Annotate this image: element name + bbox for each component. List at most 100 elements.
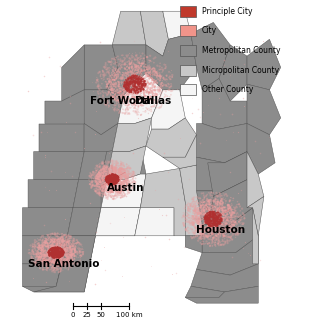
Point bbox=[52, 252, 57, 257]
Point bbox=[209, 210, 214, 215]
Point bbox=[236, 214, 241, 219]
Point bbox=[37, 245, 42, 250]
Point bbox=[88, 180, 93, 185]
Point bbox=[126, 78, 132, 84]
Point bbox=[218, 226, 223, 231]
Point bbox=[68, 262, 73, 267]
Point bbox=[60, 251, 66, 256]
Point bbox=[133, 76, 139, 82]
Point bbox=[59, 263, 64, 268]
Point bbox=[223, 213, 228, 219]
Point bbox=[129, 83, 134, 88]
Point bbox=[202, 226, 207, 231]
Point bbox=[198, 232, 204, 237]
Point bbox=[113, 181, 118, 186]
Point bbox=[191, 217, 196, 222]
Point bbox=[59, 251, 64, 256]
Point bbox=[125, 107, 131, 112]
Point bbox=[46, 250, 51, 255]
Point bbox=[68, 234, 74, 239]
Point bbox=[116, 189, 122, 195]
Point bbox=[133, 62, 139, 67]
Point bbox=[87, 179, 92, 184]
Point bbox=[119, 169, 124, 174]
Point bbox=[45, 250, 50, 255]
Point bbox=[108, 82, 114, 87]
Point bbox=[96, 185, 101, 190]
Point bbox=[127, 75, 132, 80]
Point bbox=[46, 250, 51, 255]
Point bbox=[122, 164, 127, 169]
Point bbox=[30, 257, 35, 262]
Point bbox=[129, 55, 134, 60]
Point bbox=[117, 91, 122, 96]
Point bbox=[155, 76, 160, 82]
Point bbox=[228, 234, 234, 239]
Point bbox=[71, 251, 76, 256]
Point bbox=[203, 219, 208, 224]
Point bbox=[135, 109, 140, 114]
Point bbox=[54, 262, 60, 268]
Point bbox=[108, 170, 114, 175]
Point bbox=[236, 225, 241, 230]
Point bbox=[106, 89, 111, 94]
Point bbox=[42, 222, 47, 228]
Point bbox=[108, 166, 113, 171]
Point bbox=[58, 236, 63, 241]
Point bbox=[97, 180, 102, 185]
Point bbox=[207, 213, 212, 218]
Point bbox=[114, 55, 119, 60]
Point bbox=[105, 179, 110, 184]
Point bbox=[208, 218, 213, 223]
Point bbox=[108, 60, 113, 65]
Point bbox=[102, 167, 108, 172]
Point bbox=[134, 74, 139, 79]
Point bbox=[212, 221, 217, 226]
Point bbox=[145, 74, 150, 79]
Point bbox=[120, 165, 125, 170]
Point bbox=[50, 253, 55, 258]
Point bbox=[109, 86, 115, 91]
Point bbox=[113, 73, 118, 78]
Point bbox=[154, 102, 159, 107]
Point bbox=[161, 75, 166, 80]
Point bbox=[101, 187, 106, 192]
Point bbox=[212, 219, 218, 224]
Point bbox=[122, 95, 127, 100]
Point bbox=[146, 66, 151, 71]
Point bbox=[160, 68, 165, 73]
Point bbox=[132, 105, 137, 110]
Point bbox=[140, 58, 145, 63]
Point bbox=[44, 239, 49, 244]
Point bbox=[144, 67, 149, 72]
Point bbox=[46, 262, 51, 268]
Point bbox=[139, 84, 144, 89]
Point bbox=[96, 189, 101, 194]
Point bbox=[145, 86, 150, 91]
Point bbox=[208, 209, 213, 214]
Point bbox=[106, 178, 111, 183]
Point bbox=[212, 212, 217, 217]
Point bbox=[122, 94, 127, 99]
Point bbox=[51, 254, 56, 260]
Point bbox=[223, 228, 228, 233]
Point bbox=[108, 174, 113, 179]
Point bbox=[59, 245, 64, 250]
Point bbox=[112, 181, 117, 186]
Point bbox=[204, 217, 210, 222]
Point bbox=[34, 258, 39, 263]
Point bbox=[106, 184, 111, 189]
Point bbox=[119, 92, 124, 97]
Point bbox=[59, 247, 64, 252]
Point bbox=[52, 265, 57, 270]
Point bbox=[67, 250, 72, 255]
Point bbox=[49, 246, 54, 251]
Point bbox=[97, 180, 102, 185]
Point bbox=[111, 78, 116, 83]
Point bbox=[111, 193, 116, 198]
Point bbox=[153, 90, 158, 95]
Point bbox=[74, 262, 79, 268]
Point bbox=[200, 238, 205, 244]
Point bbox=[36, 252, 41, 257]
Point bbox=[210, 214, 215, 219]
